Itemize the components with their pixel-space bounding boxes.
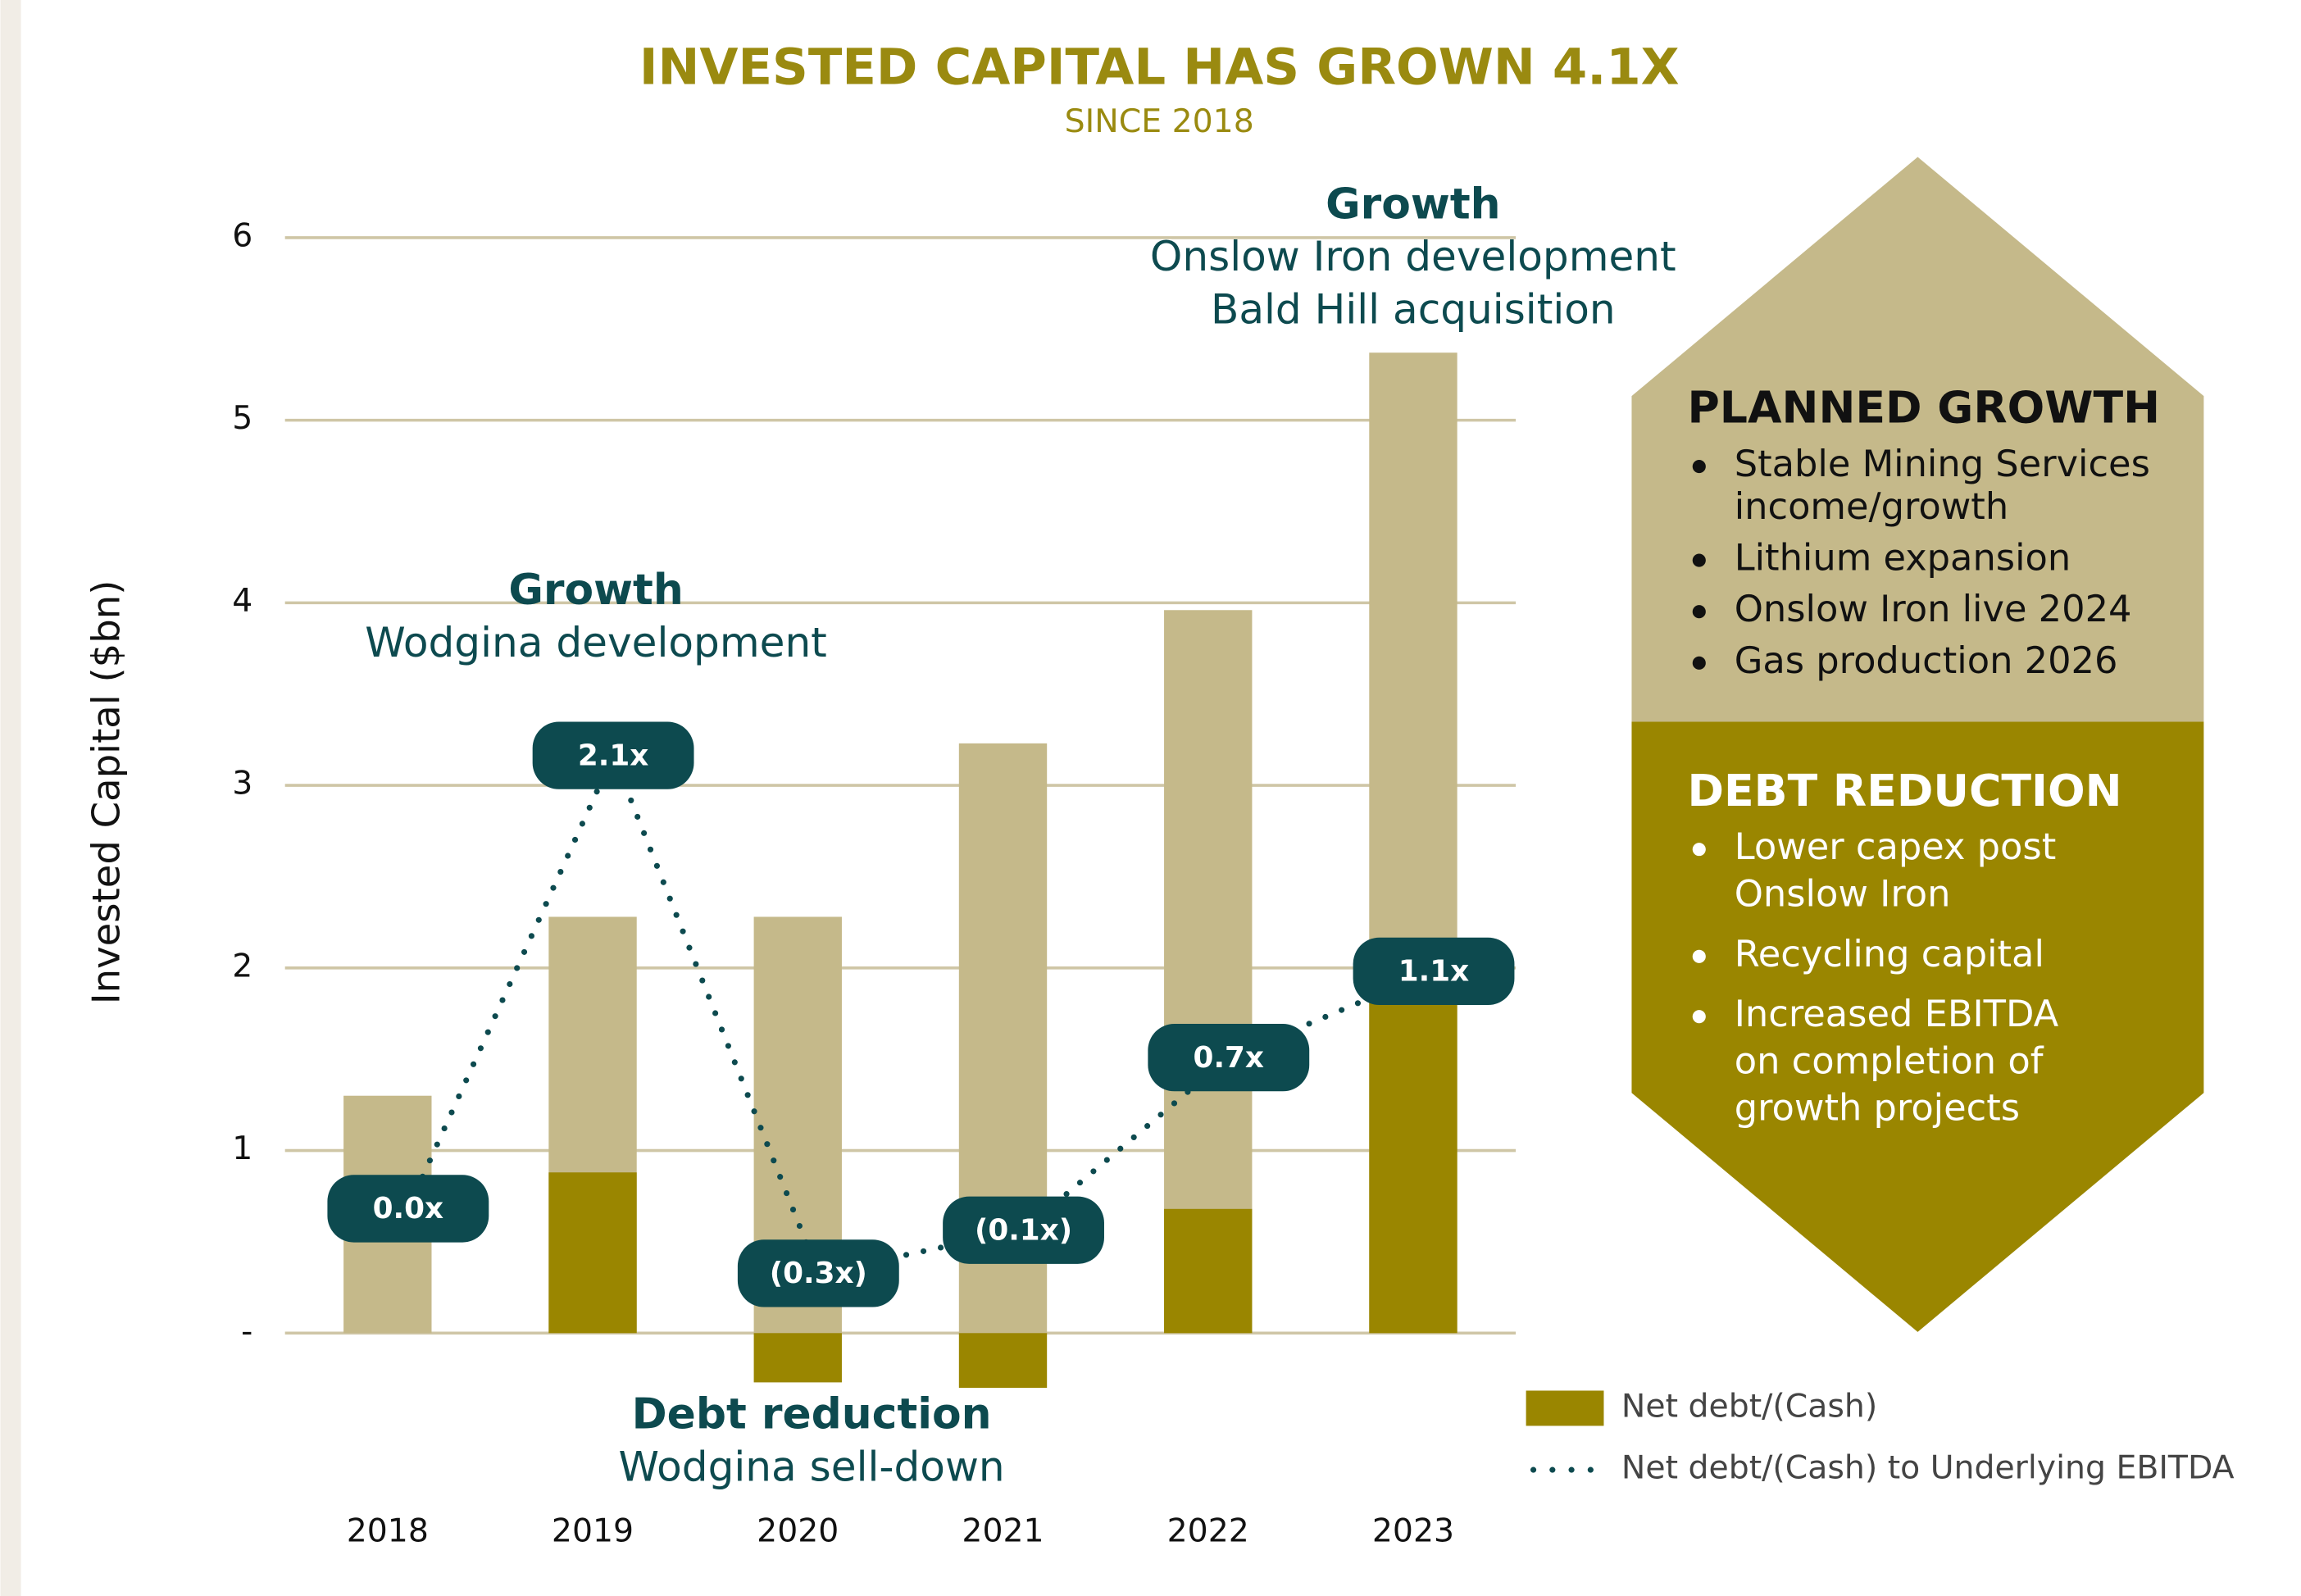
x-tick-label: 2020 [757,1512,839,1550]
x-tick-label: 2022 [1167,1512,1249,1550]
x-tick-label: 2023 [1372,1512,1454,1550]
bullet [1692,949,1706,963]
legend-swatch [1526,1390,1604,1426]
panel-item: Recycling capital [1735,932,2044,975]
y-tick-label: 3 [232,765,252,803]
annotation-title: Debt reduction [632,1390,992,1439]
y-tick-label: - [241,1312,252,1350]
panel-bottom [1631,721,2204,1332]
legend-label: Net debt/(Cash) [1621,1387,1877,1425]
panel-title: DEBT REDUCTION [1687,765,2121,816]
ratio-badge [327,1175,489,1243]
panel-item: income/growth [1735,484,2008,528]
panel-item: Stable Mining Services [1735,442,2150,485]
ratio-badge [943,1196,1104,1264]
y-tick-label: 1 [232,1130,252,1167]
panel-item: Increased EBITDA [1735,992,2059,1035]
bullet [1692,460,1706,474]
panel-item: Gas production 2026 [1735,639,2118,682]
ratio-badge [1148,1023,1310,1092]
annotation-text: Wodgina sell-down [619,1443,1005,1491]
panel-item: Onslow Iron [1735,871,1951,915]
bar [958,1333,1048,1389]
bullet [1692,656,1706,670]
x-tick-label: 2021 [962,1512,1044,1550]
y-tick-label: 2 [232,947,252,984]
panel-item: growth projects [1735,1086,2020,1130]
panel-title: PLANNED GROWTH [1687,382,2160,434]
legend-label: Net debt/(Cash) to Underlying EBITDA [1621,1449,2235,1487]
side-strip [0,0,21,1596]
bar [753,1333,842,1383]
chart-title: INVESTED CAPITAL HAS GROWN 4.1X [639,39,1680,96]
y-tick-label: 4 [232,582,252,620]
y-tick-label: 5 [232,399,252,437]
bullet [1692,843,1706,857]
x-tick-label: 2018 [347,1512,429,1550]
ratio-label: (0.1x) [975,1214,1072,1248]
ratio-label: 1.1x [1398,955,1469,989]
ratio-label: 0.7x [1194,1041,1264,1075]
annotation-text: Onslow Iron development [1150,232,1676,280]
annotation-text: Wodgina development [365,618,827,666]
ratio-label: (0.3x) [770,1257,867,1290]
ratio-badge [532,721,694,789]
annotation-text: Bald Hill acquisition [1211,285,1616,334]
x-tick-label: 2019 [552,1512,634,1550]
bar [548,1172,637,1334]
annotation-title: Growth [1326,180,1500,229]
annotation-title: Growth [508,566,683,615]
panel-item: Lower capex post [1735,825,2057,868]
ratio-badge [737,1239,899,1307]
bullet [1692,553,1706,567]
chart-subtitle: SINCE 2018 [1065,102,1254,140]
panel-item: Onslow Iron live 2024 [1735,587,2132,630]
panel-item: Lithium expansion [1735,536,2071,580]
ratio-label: 0.0x [373,1192,443,1225]
ratio-badge [1353,937,1515,1006]
bullet [1692,605,1706,619]
ratio-label: 2.1x [578,739,648,772]
panel-item: on completion of [1735,1039,2044,1082]
bar [1164,1208,1253,1334]
panel-top [1631,157,2204,722]
y-tick-label: 6 [232,216,252,254]
bar [1369,998,1457,1334]
bullet [1692,1010,1706,1024]
y-axis-label: Invested Capital ($bn) [84,580,128,1005]
